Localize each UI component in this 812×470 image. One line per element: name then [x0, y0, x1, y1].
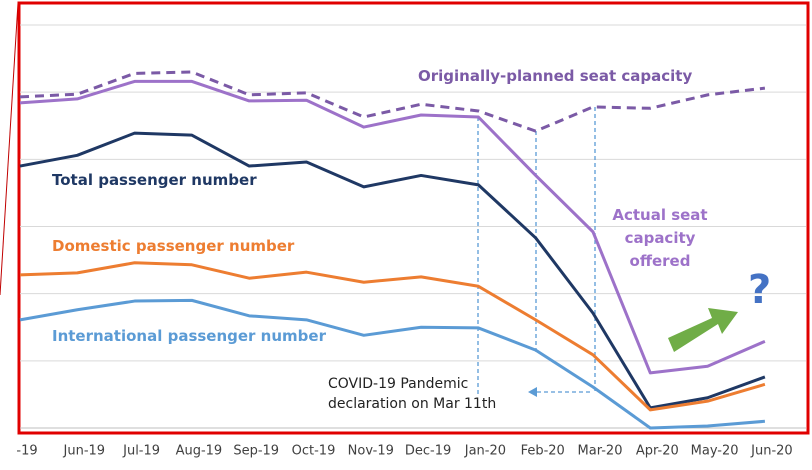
trend-arrow — [668, 308, 738, 352]
frame — [17, 1, 810, 435]
x-tick-label: Mar-20 — [578, 444, 623, 459]
x-tick-label: Nov-19 — [348, 444, 394, 459]
series-line — [19, 79, 766, 375]
annotation: ? — [748, 267, 772, 313]
x-tick-label: Jun-19 — [63, 444, 106, 459]
annotation: COVID-19 Pandemic declaration on Mar 11t… — [328, 376, 497, 412]
x-tick-label: Feb-20 — [521, 444, 565, 459]
series-label: Actual seat capacity offered — [612, 206, 708, 270]
x-tick-label: Oct-19 — [292, 444, 336, 459]
x-tick-label: Sep-19 — [233, 444, 279, 459]
series-line — [19, 261, 766, 412]
zoom-line — [0, 2, 19, 296]
x-tick-label: Jun-20 — [750, 444, 793, 459]
series-label: International passenger number — [52, 327, 326, 345]
x-tick-label: -19 — [16, 444, 37, 459]
x-tick-label: Jul-19 — [122, 444, 160, 459]
series-label: Originally-planned seat capacity — [418, 67, 693, 85]
series-line — [19, 131, 766, 410]
series-line — [19, 298, 766, 430]
guide-arrowhead — [528, 387, 537, 397]
x-tick-label: Jan-20 — [464, 444, 506, 459]
series-label: Domestic passenger number — [52, 237, 295, 255]
series-label: Total passenger number — [52, 171, 257, 189]
x-tick-label: Apr-20 — [636, 444, 679, 459]
x-tick-label: Aug-19 — [176, 444, 223, 459]
x-tick-label: May-20 — [691, 444, 739, 459]
series-line — [19, 70, 766, 133]
x-tick-label: Dec-19 — [405, 444, 451, 459]
